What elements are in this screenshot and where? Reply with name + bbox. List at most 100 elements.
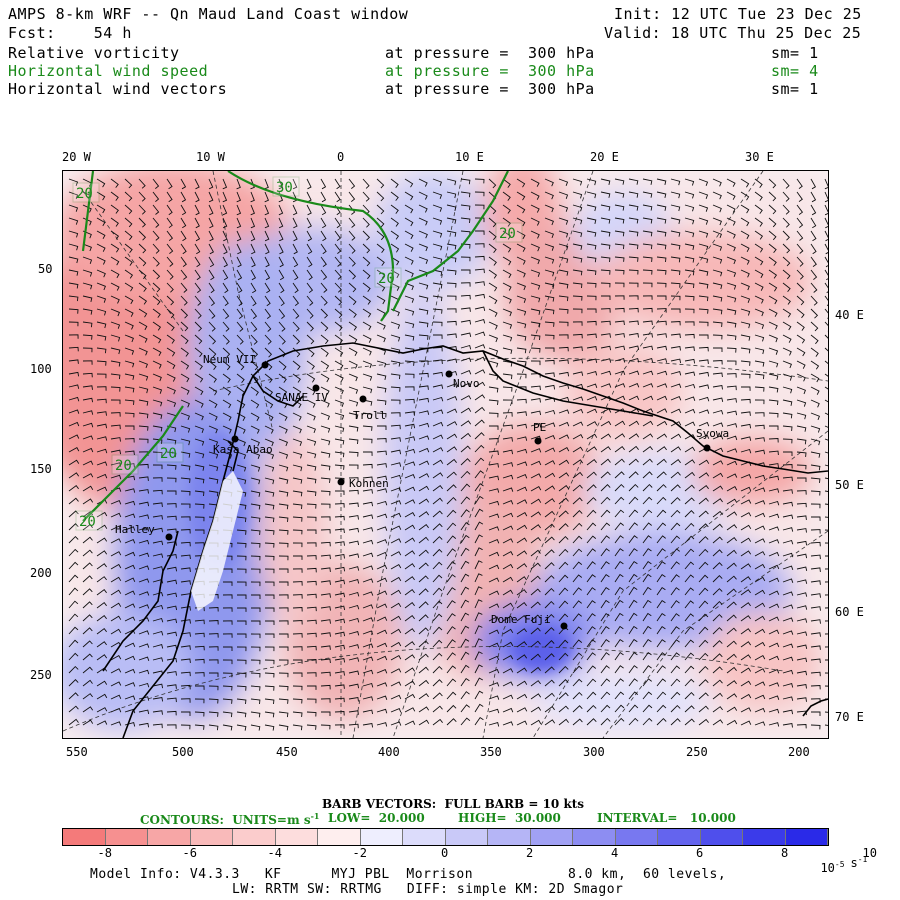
wind-barb xyxy=(236,256,242,268)
wind-barb xyxy=(754,269,764,279)
wind-barb xyxy=(796,631,808,636)
wind-barb xyxy=(544,627,555,635)
wind-barb xyxy=(250,412,260,422)
wind-barb xyxy=(684,269,695,276)
wind-barb xyxy=(530,680,541,687)
wind-barb xyxy=(138,360,148,369)
wind-barb xyxy=(376,708,388,714)
wind-barb xyxy=(334,671,345,676)
wind-barb xyxy=(488,722,500,727)
wind-barb xyxy=(362,630,374,635)
wind-barb xyxy=(642,395,654,401)
wind-barb xyxy=(572,333,583,339)
wind-barb xyxy=(348,204,356,215)
wind-barb xyxy=(572,371,584,376)
wind-barb xyxy=(404,217,414,227)
wind-barb xyxy=(656,446,667,453)
wind-barb xyxy=(754,525,766,531)
wind-barb xyxy=(208,386,218,396)
wind-barb xyxy=(600,345,612,351)
wind-barb xyxy=(222,451,233,459)
wind-barb xyxy=(656,484,667,492)
wind-barb xyxy=(460,704,470,713)
wind-barb xyxy=(362,425,373,431)
wind-barb xyxy=(474,651,483,661)
wind-barb xyxy=(460,717,471,726)
wind-barb xyxy=(782,217,790,228)
wind-barb xyxy=(166,191,173,203)
wind-barb xyxy=(642,471,653,479)
wind-barb xyxy=(279,568,289,573)
wind-barb xyxy=(600,178,611,186)
wind-barb xyxy=(474,356,486,362)
colorbar-label: -2 xyxy=(352,846,367,860)
wind-barb xyxy=(362,539,374,545)
wind-barb xyxy=(796,540,808,546)
wind-barb xyxy=(362,722,374,728)
wind-barb xyxy=(68,600,79,609)
wind-barb xyxy=(334,230,341,241)
wind-barb xyxy=(726,562,737,570)
wind-barb xyxy=(250,269,257,281)
station-kasa-abao: Kasa Abao xyxy=(213,443,273,456)
wind-barb xyxy=(180,334,189,345)
wind-barb xyxy=(446,626,456,635)
wind-barb xyxy=(292,490,303,497)
wind-barb xyxy=(376,488,388,493)
wind-barb xyxy=(726,334,737,341)
wind-barb xyxy=(488,564,500,570)
wind-barb xyxy=(208,243,215,255)
wind-barb xyxy=(446,295,457,301)
wind-barb xyxy=(516,230,526,240)
wind-barb xyxy=(628,691,639,700)
wind-barb xyxy=(110,412,121,417)
wind-barb xyxy=(474,586,483,596)
wind-barb xyxy=(306,321,314,332)
wind-barb xyxy=(194,645,205,651)
wind-barb xyxy=(418,511,430,518)
colorbar-label: -6 xyxy=(182,846,197,860)
wind-barb xyxy=(782,256,791,267)
wind-barb xyxy=(488,438,499,443)
wind-barb xyxy=(110,178,119,188)
wind-barb xyxy=(670,230,681,237)
wind-barb xyxy=(670,433,682,440)
wind-barb xyxy=(698,523,709,531)
colorbar-units-tail-text: s xyxy=(850,856,858,870)
wind-barb xyxy=(208,308,216,319)
wind-barb xyxy=(768,191,777,202)
wind-barb xyxy=(222,243,228,255)
wind-barb xyxy=(278,503,289,510)
wind-barb xyxy=(194,269,201,281)
wind-barb xyxy=(278,607,289,612)
wind-barb xyxy=(264,308,272,319)
wind-barb xyxy=(558,178,569,186)
wind-barb xyxy=(740,589,751,596)
wind-barb xyxy=(670,308,681,313)
wind-barb xyxy=(796,438,807,445)
wind-barb xyxy=(362,682,374,688)
wind-barb xyxy=(180,619,191,624)
wind-barb xyxy=(236,581,247,587)
wind-barb xyxy=(236,282,243,294)
wind-barb xyxy=(124,682,136,687)
wind-barb xyxy=(754,399,765,405)
wind-barb xyxy=(460,625,470,635)
wind-barb xyxy=(222,373,231,383)
wind-barb xyxy=(264,347,273,358)
wind-barb xyxy=(306,347,315,358)
wind-barb xyxy=(110,628,122,635)
wind-barb xyxy=(628,717,639,726)
wind-barb xyxy=(488,708,500,714)
wind-barb xyxy=(614,665,624,674)
wind-barb xyxy=(96,693,108,700)
wind-barb xyxy=(278,295,285,307)
wind-barb xyxy=(446,639,456,648)
wind-barb xyxy=(530,347,541,353)
wind-barb xyxy=(152,617,164,623)
wind-barb xyxy=(222,191,228,203)
wind-barb xyxy=(446,446,458,453)
wind-barb xyxy=(684,691,695,700)
contour-label-7: 20 xyxy=(79,514,96,530)
wind-barb xyxy=(474,457,485,466)
